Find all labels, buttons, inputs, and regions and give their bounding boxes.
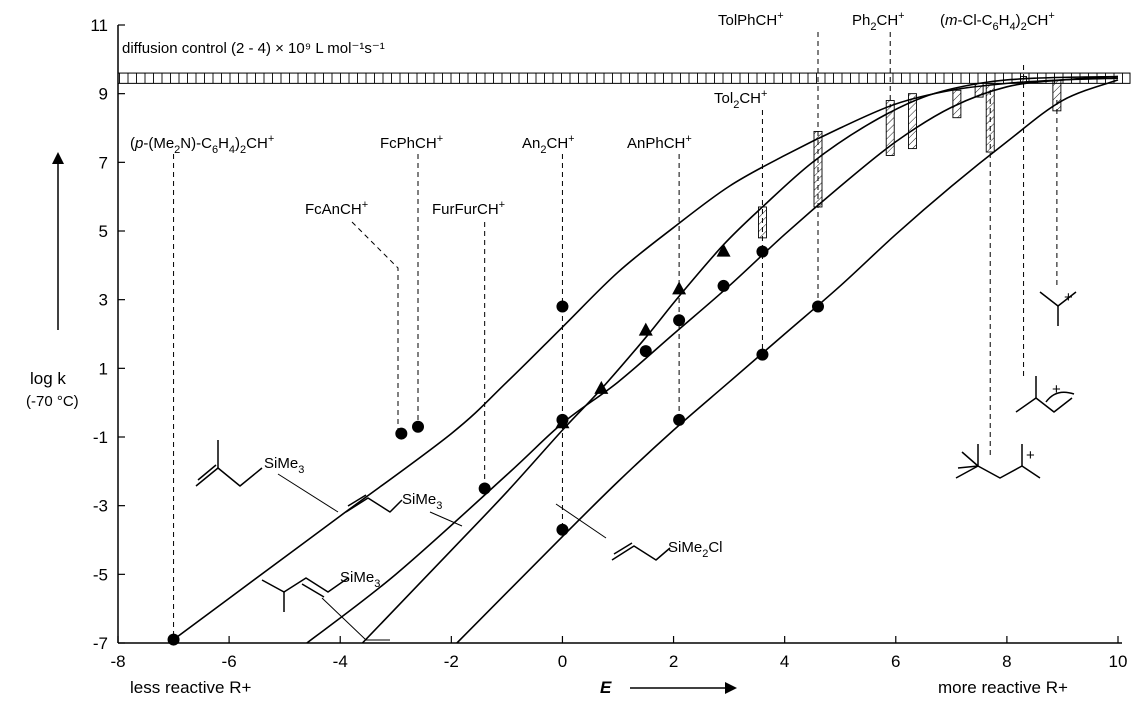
y-tick-label: -1 xyxy=(93,428,108,447)
label-tol2ch: Tol2CH+ xyxy=(714,88,767,111)
x-tick-label: -6 xyxy=(222,652,237,671)
allyl-sime3-structure: SiMe3 xyxy=(345,491,463,527)
y-axis-label: log k xyxy=(30,369,66,388)
prenyl-sime3-structure: SiMe3 xyxy=(261,569,390,641)
x-tick-label: 2 xyxy=(669,652,678,671)
y-tick-label: -5 xyxy=(93,565,108,584)
label-tolphch: TolPhCH+ xyxy=(718,10,784,29)
data-point-circle xyxy=(167,633,180,646)
x-tick-label: -2 xyxy=(444,652,459,671)
data-point-triangle xyxy=(594,380,609,394)
label-mcl: (m-Cl-C6H4)2CH+ xyxy=(940,10,1055,33)
transition-markers xyxy=(757,76,1062,239)
dimethylallyl-cation-structure: + xyxy=(1015,376,1075,413)
more-reactive-label: more reactive R+ xyxy=(938,678,1068,697)
label-furfurch: FurFurCH+ xyxy=(432,199,505,218)
allyl-sime2cl-structure: SiMe2Cl xyxy=(555,503,722,561)
y-axis-sublabel: (-70 °C) xyxy=(26,393,79,410)
label-anphch: AnPhCH+ xyxy=(627,133,692,152)
y-tick-label: 3 xyxy=(99,291,108,310)
series-line-0 xyxy=(168,77,1119,644)
svg-text:SiMe3: SiMe3 xyxy=(264,455,304,476)
y-ticks: -7 -5 -3 -1 1 3 5 7 9 11 xyxy=(90,16,125,653)
data-point-circle xyxy=(812,300,824,313)
neopentyl-cation-structure: + xyxy=(955,444,1041,479)
x-axis-label: E xyxy=(600,678,612,697)
label-fcphch: FcPhCH+ xyxy=(380,133,443,152)
x-tick-label: 6 xyxy=(891,652,900,671)
series-lines xyxy=(168,75,1119,644)
svg-text:SiMe3: SiMe3 xyxy=(402,491,442,512)
data-point-circle xyxy=(756,245,769,258)
y-tick-label: 9 xyxy=(99,85,108,104)
fcanch-leader xyxy=(351,221,399,434)
data-point-circle xyxy=(717,279,730,292)
transition-marker xyxy=(885,100,895,156)
methallyl-sime3-structure: SiMe3 xyxy=(195,440,339,513)
x-tick-label: 4 xyxy=(780,652,789,671)
data-point-triangle xyxy=(555,415,570,429)
svg-text:SiMe3: SiMe3 xyxy=(340,569,380,590)
data-point-circle xyxy=(756,348,769,361)
tert-butyl-cation-structure: + xyxy=(1039,289,1077,326)
series-line-3 xyxy=(456,79,1119,644)
svg-text:+: + xyxy=(1064,289,1073,306)
x-tick-label: 8 xyxy=(1002,652,1011,671)
data-point-circle xyxy=(395,427,408,440)
data-point-triangle xyxy=(716,243,731,257)
diffusion-control-label: diffusion control (2 - 4) × 10⁹ L mol⁻¹s… xyxy=(122,40,385,57)
data-point-circle xyxy=(639,345,652,358)
y-tick-label: -3 xyxy=(93,497,108,516)
x-tick-label: 0 xyxy=(558,652,567,671)
data-point-circle xyxy=(412,420,424,433)
x-ticks: -8 -6 -4 -2 0 2 4 6 8 10 xyxy=(110,636,1127,671)
label-fcanch: FcAnCH+ xyxy=(305,199,368,218)
x-tick-label: 10 xyxy=(1109,652,1128,671)
y-tick-label: -7 xyxy=(93,634,108,653)
data-point-circle xyxy=(556,523,569,536)
x-tick-label: -8 xyxy=(110,652,125,671)
series-line-2 xyxy=(361,75,1119,644)
data-point-circle xyxy=(478,482,491,495)
x-tick-label: -4 xyxy=(333,652,348,671)
data-point-triangle xyxy=(638,322,653,336)
data-point-circle xyxy=(556,300,569,313)
series-line-1 xyxy=(306,75,1119,644)
data-point-triangle xyxy=(672,281,687,295)
y-tick-label: 11 xyxy=(90,16,108,35)
label-pme2n: (p-(Me2N)-C6H4)2CH+ xyxy=(130,133,274,156)
svg-text:SiMe2Cl: SiMe2Cl xyxy=(668,539,722,560)
svg-text:+: + xyxy=(1026,447,1035,464)
transition-marker xyxy=(907,93,917,150)
data-points xyxy=(167,243,824,646)
data-point-circle xyxy=(673,413,686,426)
svg-text:+: + xyxy=(1052,381,1061,398)
y-tick-label: 5 xyxy=(99,222,108,241)
label-an2ch: An2CH+ xyxy=(522,133,575,156)
label-ph2ch: Ph2CH+ xyxy=(852,10,905,33)
diffusion-control-band xyxy=(117,72,1131,84)
y-tick-label: 1 xyxy=(99,359,108,378)
y-tick-label: 7 xyxy=(99,153,108,172)
less-reactive-label: less reactive R+ xyxy=(130,678,251,697)
data-point-circle xyxy=(673,314,686,327)
cation-labels: (p-(Me2N)-C6H4)2CH+ FcPhCH+ FcAnCH+ FurF… xyxy=(130,10,1055,218)
cation-drop-lines xyxy=(173,32,1058,640)
